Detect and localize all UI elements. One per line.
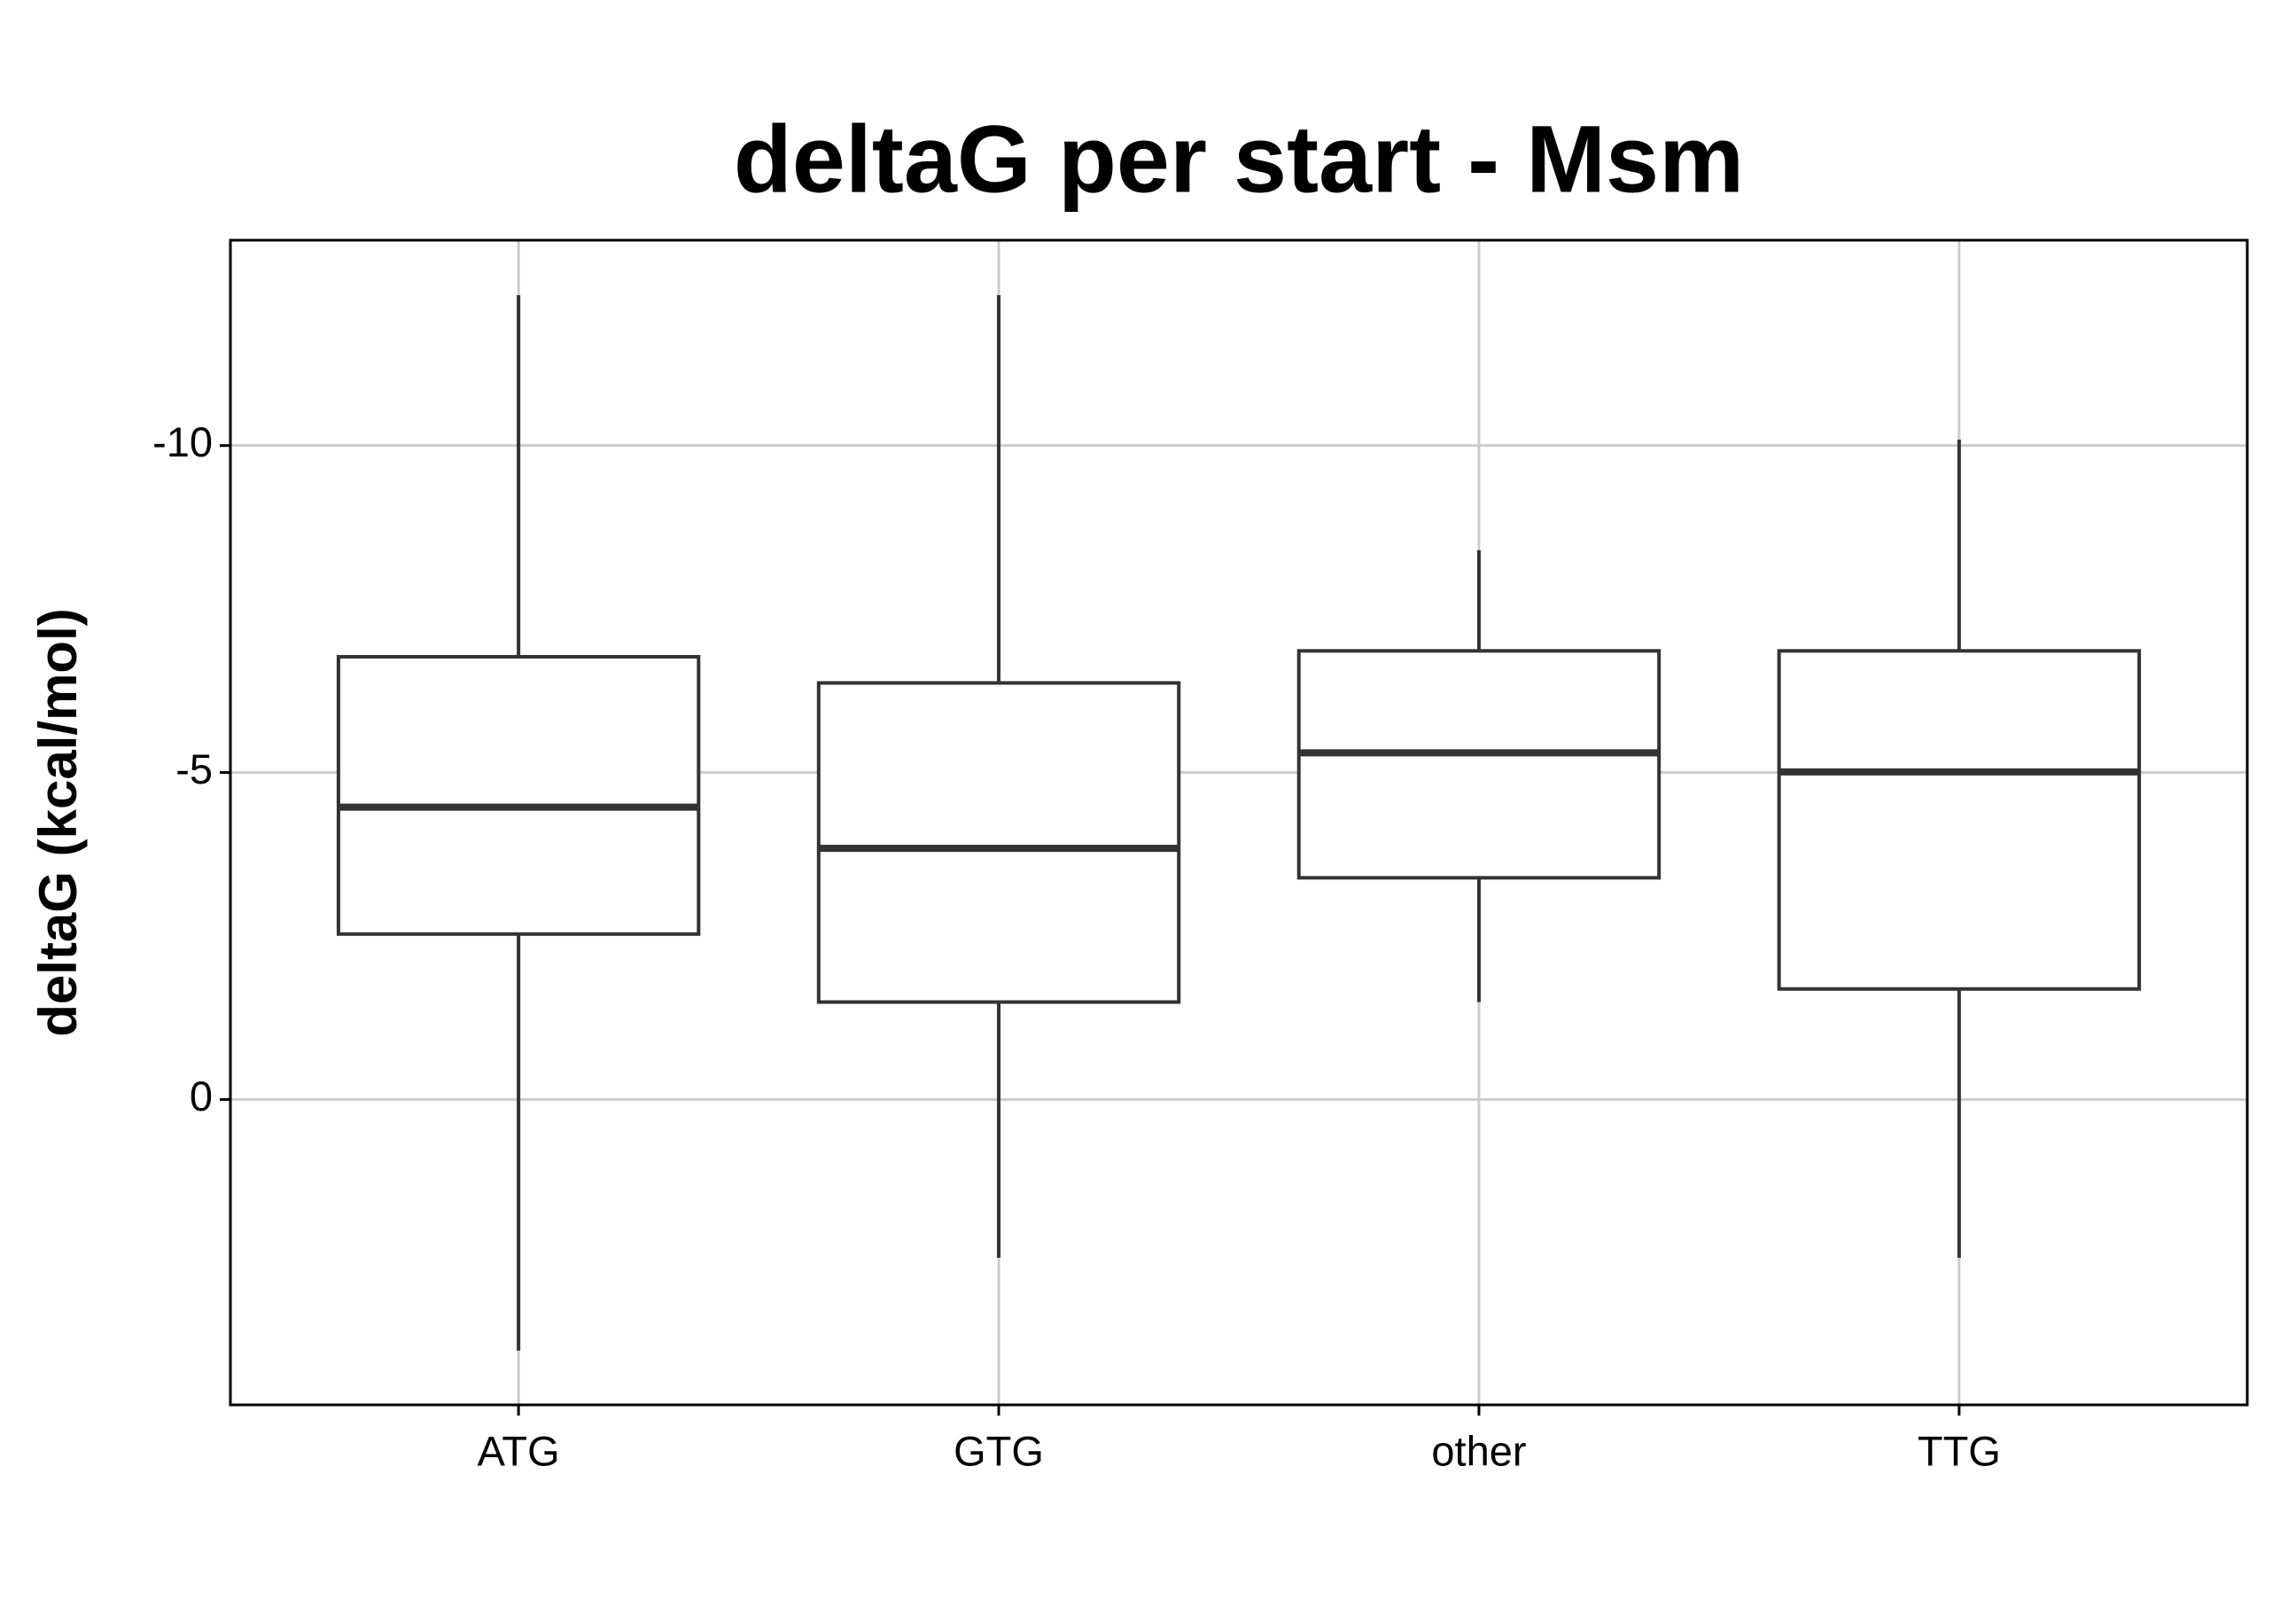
chart-title: deltaG per start - Msm <box>734 105 1744 213</box>
y-tick-label: 0 <box>190 1072 213 1119</box>
x-tick-label: GTG <box>953 1427 1044 1474</box>
box <box>1777 649 2142 991</box>
panel-border <box>229 238 2249 1407</box>
y-axis-label: deltaG (kcal/mol) <box>28 608 88 1036</box>
y-tick-label: -5 <box>175 745 213 792</box>
y-tick-label: -10 <box>152 418 213 465</box>
x-tick-label: TTG <box>1918 1427 2001 1474</box>
box <box>1296 649 1662 880</box>
box <box>816 681 1181 1004</box>
x-tick-label: other <box>1431 1427 1526 1474</box>
x-tick-label: ATG <box>478 1427 560 1474</box>
box <box>336 654 701 936</box>
